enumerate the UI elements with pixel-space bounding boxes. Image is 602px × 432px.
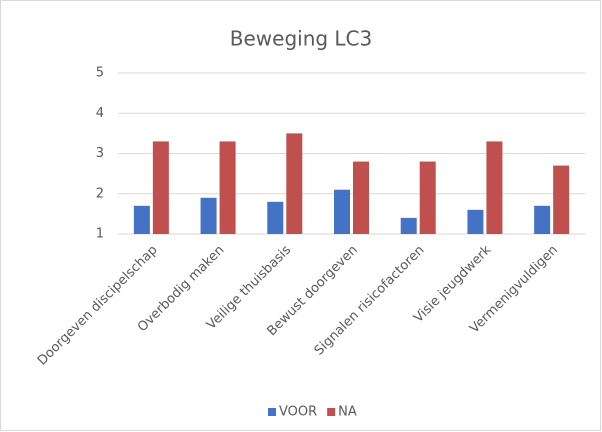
bar [534,205,551,234]
chart-title: Beweging LC3 [230,27,373,51]
legend-label: NA [338,405,357,420]
bar [133,205,150,234]
bar [152,141,169,234]
legend-swatch [327,408,336,416]
bar [467,209,484,234]
y-tick-label: 4 [96,106,104,121]
bar [400,217,417,234]
bar [419,161,436,234]
y-tick-label: 3 [96,146,104,161]
bar [200,197,217,234]
y-tick-label: 2 [96,186,104,201]
legend-label: VOOR [279,405,317,420]
y-tick-label: 5 [96,66,104,81]
bar [334,189,350,234]
bar [267,201,284,234]
y-tick-label: 1 [96,227,104,242]
bar [219,141,236,234]
bar [486,141,503,234]
bar [553,165,570,234]
bar [286,133,303,234]
legend-swatch [268,408,276,416]
bar [353,161,369,234]
